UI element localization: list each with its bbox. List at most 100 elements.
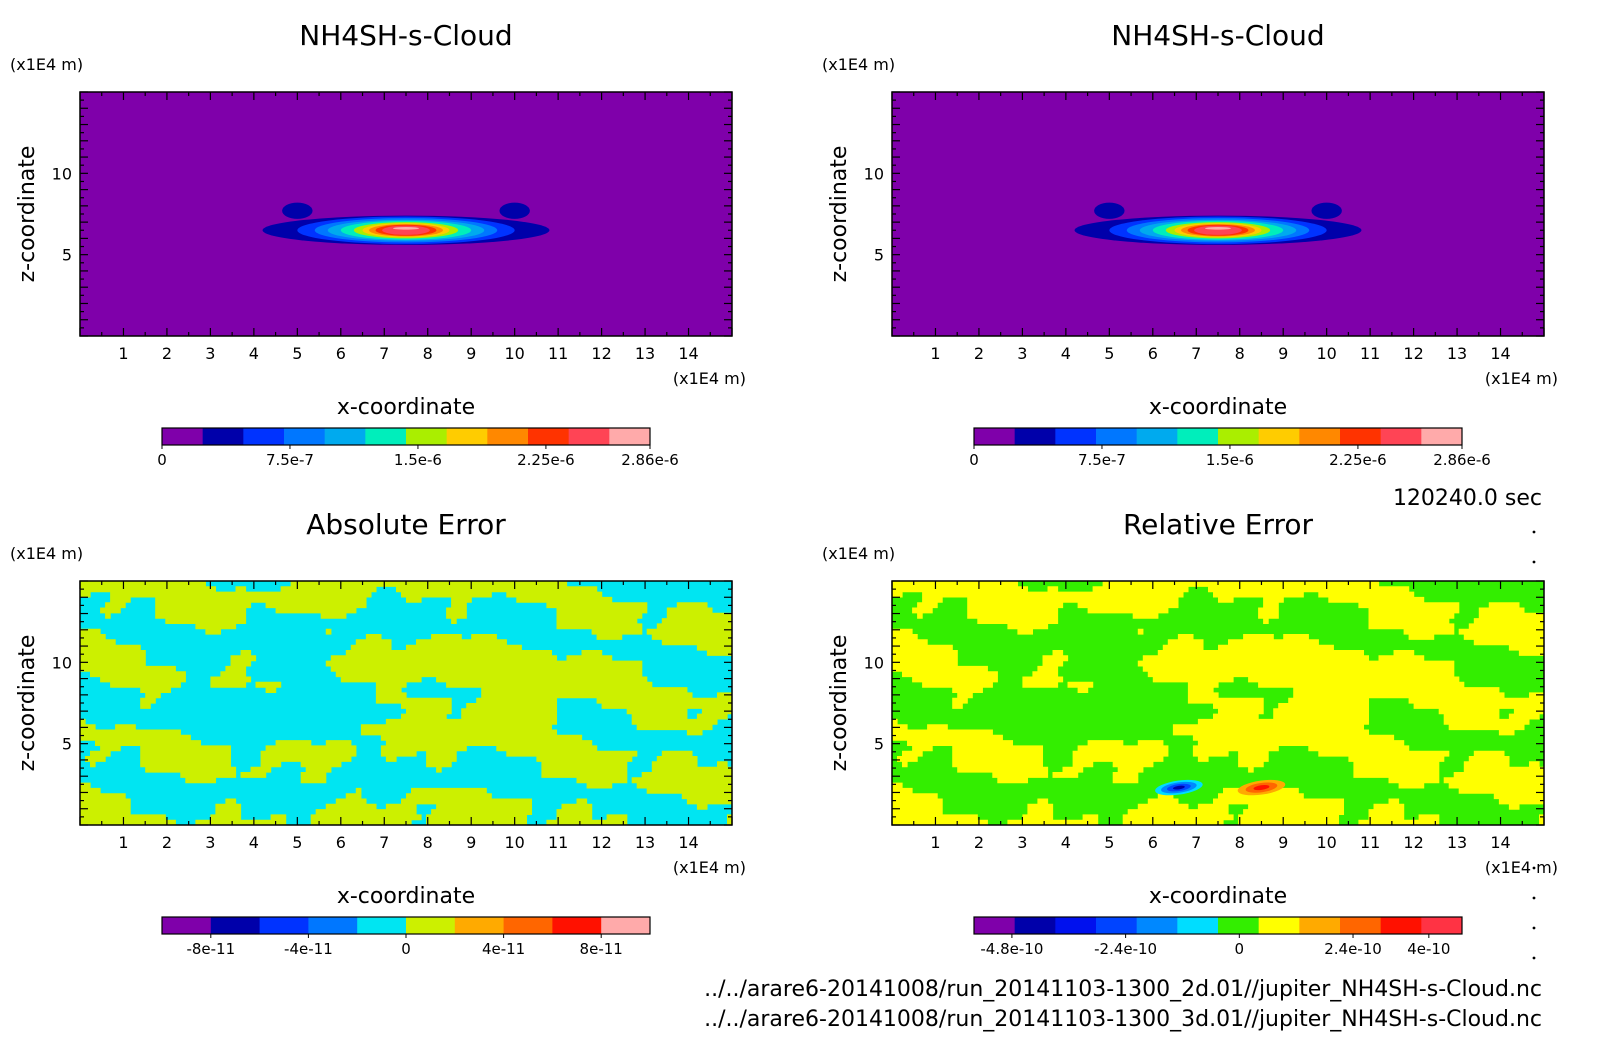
- colorbar: 0 7.5e-7 1.5e-6 2.25e-6 2.86e-6: [969, 427, 1491, 469]
- x-tick-label: 12: [591, 344, 611, 363]
- colorbar-tick-label: 7.5e-7: [266, 451, 314, 469]
- x-tick-label: 13: [635, 344, 655, 363]
- colorbar-swatch: [1299, 428, 1341, 445]
- colorbar-swatch: [1218, 917, 1260, 934]
- x-tick-label: 3: [205, 344, 215, 363]
- colorbar-swatch: [1299, 917, 1341, 934]
- x-tick-label: 6: [1148, 833, 1158, 852]
- x-tick-label: 9: [466, 833, 476, 852]
- x-tick-label: 13: [1447, 344, 1467, 363]
- x-tick-label: 7: [1191, 833, 1201, 852]
- x-tick-label: 14: [678, 833, 698, 852]
- colorbar-tick-label: 4e-11: [482, 940, 525, 958]
- colorbar-swatch: [609, 428, 651, 445]
- x-tick-label: 3: [1017, 833, 1027, 852]
- colorbar-swatch: [1055, 917, 1097, 934]
- x-tick-label: 3: [1017, 344, 1027, 363]
- colorbar-swatch: [1014, 428, 1056, 445]
- colorbar-swatch: [406, 428, 448, 445]
- x-tick-label: 7: [379, 344, 389, 363]
- contour-field: [892, 92, 1544, 336]
- x-tick-label: 14: [1490, 344, 1510, 363]
- colorbar-tick-label: 8e-11: [580, 940, 623, 958]
- x-tick-label: 9: [1278, 344, 1288, 363]
- colorbar-tick-label: 4e-10: [1407, 940, 1450, 958]
- colorbar-swatch: [1380, 917, 1422, 934]
- colorbar-tick-label: -4.8e-10: [980, 940, 1043, 958]
- colorbar-swatch: [487, 428, 529, 445]
- tick-marks: [79, 91, 733, 337]
- chart-title: NH4SH-s-Cloud: [299, 19, 512, 52]
- cloud-peak: [392, 227, 420, 230]
- x-tick-label: 1: [930, 833, 940, 852]
- colorbar-swatch: [1218, 428, 1260, 445]
- chart-panel-2: NH4SH-s-Cloud (x1E4 m) (x1E4 m) x-coordinat…: [822, 19, 1558, 469]
- colorbar-tick-label: 0: [969, 451, 979, 469]
- y-axis-unit: (x1E4 m): [10, 544, 83, 563]
- cloud-peak: [1204, 227, 1232, 230]
- colorbar-swatch: [446, 428, 488, 445]
- time-label: 120240.0 sec: [1393, 486, 1542, 511]
- colorbar-swatch: [1055, 428, 1097, 445]
- y-tick-label: 5: [62, 246, 72, 265]
- colorbar-tick-label: 2.25e-6: [517, 451, 575, 469]
- x-tick-label: 7: [1191, 344, 1201, 363]
- cloud-bump-1: [1094, 202, 1125, 219]
- colorbar-swatch: [259, 917, 309, 934]
- chart-panel-1: NH4SH-s-Cloud (x1E4 m) (x1E4 m) x-coordinat…: [10, 19, 746, 469]
- y-axis-label: z-coordinate: [15, 146, 40, 283]
- x-tick-label: 6: [336, 344, 346, 363]
- x-tick-label: 3: [205, 833, 215, 852]
- x-tick-label: 9: [1278, 833, 1288, 852]
- colorbar-swatch: [357, 917, 407, 934]
- chart-title: NH4SH-s-Cloud: [1111, 19, 1324, 52]
- x-tick-label: 1: [930, 344, 940, 363]
- colorbar-swatch: [202, 428, 244, 445]
- colorbar-swatch: [1096, 428, 1138, 445]
- separator-dot: [1532, 560, 1536, 564]
- x-tick-label: 10: [504, 833, 524, 852]
- x-tick-label: 12: [1403, 344, 1423, 363]
- x-axis-label: x-coordinate: [1149, 395, 1287, 420]
- colorbar-tick-label: 0: [1235, 940, 1245, 958]
- colorbar-tick-label: 1.5e-6: [1206, 451, 1254, 469]
- colorbar-swatch: [974, 428, 1016, 445]
- chart-title: Absolute Error: [306, 508, 506, 541]
- chart-title: Relative Error: [1123, 508, 1314, 541]
- separator-dot: [1532, 896, 1536, 900]
- y-axis-unit: (x1E4 m): [822, 544, 895, 563]
- y-tick-label: 5: [874, 735, 884, 754]
- tick-marks: [79, 580, 733, 826]
- x-tick-label: 2: [974, 833, 984, 852]
- x-tick-label: 9: [466, 344, 476, 363]
- separator-dot: [1532, 956, 1536, 960]
- colorbar-swatch: [1177, 428, 1219, 445]
- colorbar-swatch: [1136, 917, 1178, 934]
- error-pattern: [892, 581, 1544, 825]
- cloud-bump-2: [1311, 202, 1342, 219]
- separator-dot: [1532, 530, 1536, 534]
- colorbar-frame: [973, 916, 1463, 935]
- x-tick-label: 12: [591, 833, 611, 852]
- hotspot-1-band-4: [1172, 785, 1185, 790]
- colorbar-tick-label: 2.25e-6: [1329, 451, 1387, 469]
- y-axis-label: z-coordinate: [15, 635, 40, 772]
- colorbar-swatch: [503, 917, 553, 934]
- colorbar-swatch: [1340, 917, 1382, 934]
- colorbar-tick-label: 7.5e-7: [1078, 451, 1126, 469]
- colorbar-swatch: [601, 917, 651, 934]
- x-tick-label: 1: [118, 833, 128, 852]
- colorbar-swatch: [1258, 917, 1300, 934]
- x-tick-label: 5: [1104, 833, 1114, 852]
- colorbar-swatch: [162, 917, 212, 934]
- colorbar-swatch: [324, 428, 366, 445]
- x-tick-label: 10: [1316, 344, 1336, 363]
- x-tick-label: 8: [423, 344, 433, 363]
- colorbar-frame: [161, 427, 651, 446]
- colorbar-tick-label: 2.4e-10: [1324, 940, 1382, 958]
- x-tick-label: 2: [974, 344, 984, 363]
- colorbar-tick-label: 2.86e-6: [1433, 451, 1491, 469]
- cloud-bump-2: [499, 202, 530, 219]
